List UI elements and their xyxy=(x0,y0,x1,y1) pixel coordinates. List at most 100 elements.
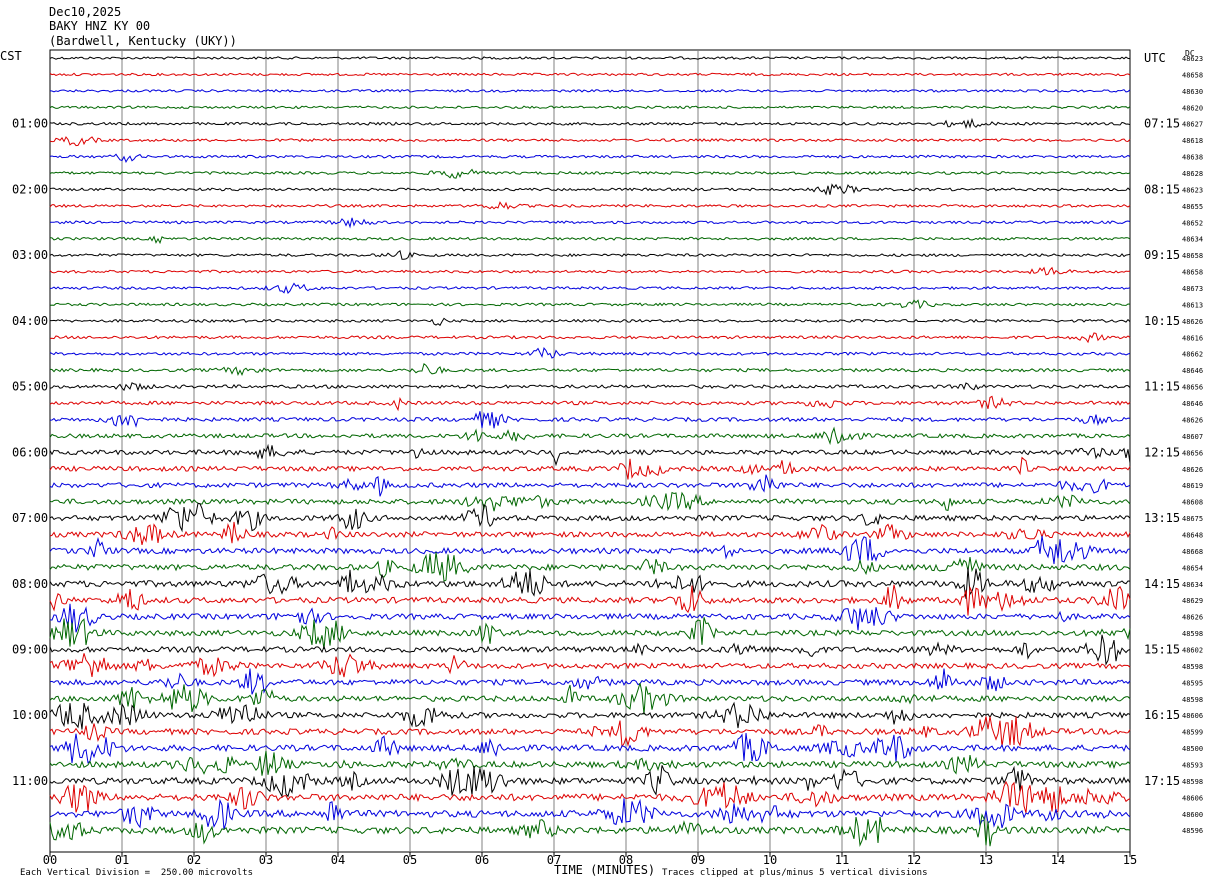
dc-offset-label: 48652 xyxy=(1182,219,1203,227)
x-tick-label: 08 xyxy=(619,853,633,867)
dc-offset-label: 48599 xyxy=(1182,729,1203,737)
trace-row-17 xyxy=(49,332,1131,344)
trace-row-41 xyxy=(49,716,1131,748)
x-tick-label: 14 xyxy=(1051,853,1065,867)
dc-offset-label: 48658 xyxy=(1182,252,1203,260)
dc-offset-label: 48656 xyxy=(1182,449,1203,457)
trace-row-42 xyxy=(49,733,1131,764)
trace-row-18 xyxy=(49,347,1131,359)
dc-offset-label: 48618 xyxy=(1182,137,1203,145)
trace-row-44 xyxy=(49,765,1131,799)
cst-hour-label: 01:00 xyxy=(12,117,48,131)
trace-row-45 xyxy=(49,780,1131,814)
dc-offset-label: 48656 xyxy=(1182,384,1203,392)
trace-row-29 xyxy=(49,521,1131,546)
x-tick-label: 10 xyxy=(763,853,777,867)
dc-offset-label: 48630 xyxy=(1182,88,1203,96)
trace-row-0 xyxy=(49,56,1131,60)
x-axis-label: TIME (MINUTES) xyxy=(554,863,656,877)
utc-hour-label: 17:15 xyxy=(1144,774,1180,788)
trace-row-24 xyxy=(49,443,1131,467)
trace-row-1 xyxy=(49,72,1131,77)
dc-offset-label: 48600 xyxy=(1182,811,1203,819)
trace-row-2 xyxy=(49,88,1131,93)
trace-row-26 xyxy=(49,474,1131,497)
trace-row-9 xyxy=(49,201,1131,210)
x-tick-label: 05 xyxy=(403,853,417,867)
x-tick-label: 06 xyxy=(475,853,489,867)
dc-offset-label: 48626 xyxy=(1182,466,1203,474)
dc-offset-label: 48626 xyxy=(1182,614,1203,622)
dc-offset-label: 48662 xyxy=(1182,351,1203,359)
trace-row-10 xyxy=(49,217,1131,229)
dc-offset-label: 48598 xyxy=(1182,778,1203,786)
dc-offset-label: 48668 xyxy=(1182,548,1203,556)
location-label: (Bardwell, Kentucky (UKY)) xyxy=(49,34,237,48)
dc-offset-label: 48648 xyxy=(1182,531,1203,539)
dc-offset-label: 48620 xyxy=(1182,104,1203,112)
x-tick-label: 02 xyxy=(187,853,201,867)
cst-hour-label: 10:00 xyxy=(12,708,48,722)
utc-hour-label: 10:15 xyxy=(1144,314,1180,328)
trace-row-32 xyxy=(49,567,1131,599)
x-tick-label: 11 xyxy=(835,853,849,867)
division-note: Each Vertical Division = 250.00 microvol… xyxy=(20,868,253,878)
trace-row-39 xyxy=(49,682,1131,715)
trace-row-7 xyxy=(49,168,1131,179)
dc-offset-label: 48598 xyxy=(1182,663,1203,671)
date-label: Dec10,2025 xyxy=(49,5,122,19)
utc-hour-label: 13:15 xyxy=(1144,511,1180,525)
x-tick-label: 07 xyxy=(547,853,561,867)
trace-row-38 xyxy=(49,668,1131,695)
utc-hour-label: 14:15 xyxy=(1144,577,1180,591)
dc-offset-label: 48638 xyxy=(1182,154,1203,162)
dc-offset-label: 48655 xyxy=(1182,203,1203,211)
dc-offset-label: 48593 xyxy=(1182,761,1203,769)
utc-hour-label: 07:15 xyxy=(1144,117,1180,131)
trace-row-46 xyxy=(49,798,1131,830)
trace-row-47 xyxy=(49,813,1131,848)
x-tick-label: 13 xyxy=(979,853,993,867)
utc-hour-label: 15:15 xyxy=(1144,642,1180,656)
trace-row-19 xyxy=(49,362,1131,377)
dc-offset-label: 48628 xyxy=(1182,170,1203,178)
cst-hour-label: 11:00 xyxy=(12,774,48,788)
dc-offset-label: 48634 xyxy=(1182,236,1203,244)
dc-offset-label: 48675 xyxy=(1182,515,1203,523)
dc-offset-label: 48623 xyxy=(1182,55,1203,63)
dc-offset-label: 48616 xyxy=(1182,334,1203,342)
dc-offset-label: 48626 xyxy=(1182,416,1203,424)
dc-offset-label: 48596 xyxy=(1182,827,1203,835)
trace-row-20 xyxy=(49,382,1131,392)
x-tick-label: 15 xyxy=(1123,853,1137,867)
trace-row-8 xyxy=(49,183,1131,196)
trace-row-21 xyxy=(49,395,1131,412)
utc-hour-label: 12:15 xyxy=(1144,445,1180,459)
trace-row-40 xyxy=(49,701,1131,730)
trace-row-27 xyxy=(49,491,1131,512)
x-tick-label: 12 xyxy=(907,853,921,867)
cst-hour-label: 09:00 xyxy=(12,642,48,656)
dc-offset-label: 48608 xyxy=(1182,499,1203,507)
trace-row-13 xyxy=(49,266,1131,276)
dc-offset-label: 48598 xyxy=(1182,630,1203,638)
dc-offset-label: 48654 xyxy=(1182,564,1203,572)
dc-offset-label: 48646 xyxy=(1182,367,1203,375)
x-tick-label: 01 xyxy=(115,853,129,867)
utc-hour-label: 11:15 xyxy=(1144,380,1180,394)
cst-hour-label: 07:00 xyxy=(12,511,48,525)
trace-row-34 xyxy=(49,603,1131,633)
dc-offset-label: 48607 xyxy=(1182,433,1203,441)
trace-row-3 xyxy=(49,105,1131,110)
trace-row-33 xyxy=(49,584,1131,616)
dc-offset-label: 48646 xyxy=(1182,400,1203,408)
trace-row-11 xyxy=(49,235,1131,245)
trace-row-5 xyxy=(49,136,1131,147)
dc-offset-label: 48619 xyxy=(1182,482,1203,490)
utc-hour-label: 16:15 xyxy=(1144,708,1180,722)
station-label: BAKY HNZ KY 00 xyxy=(49,19,151,33)
trace-row-31 xyxy=(49,552,1131,583)
dc-offset-label: 48627 xyxy=(1182,121,1203,129)
trace-row-12 xyxy=(49,249,1131,260)
trace-row-25 xyxy=(49,456,1131,480)
